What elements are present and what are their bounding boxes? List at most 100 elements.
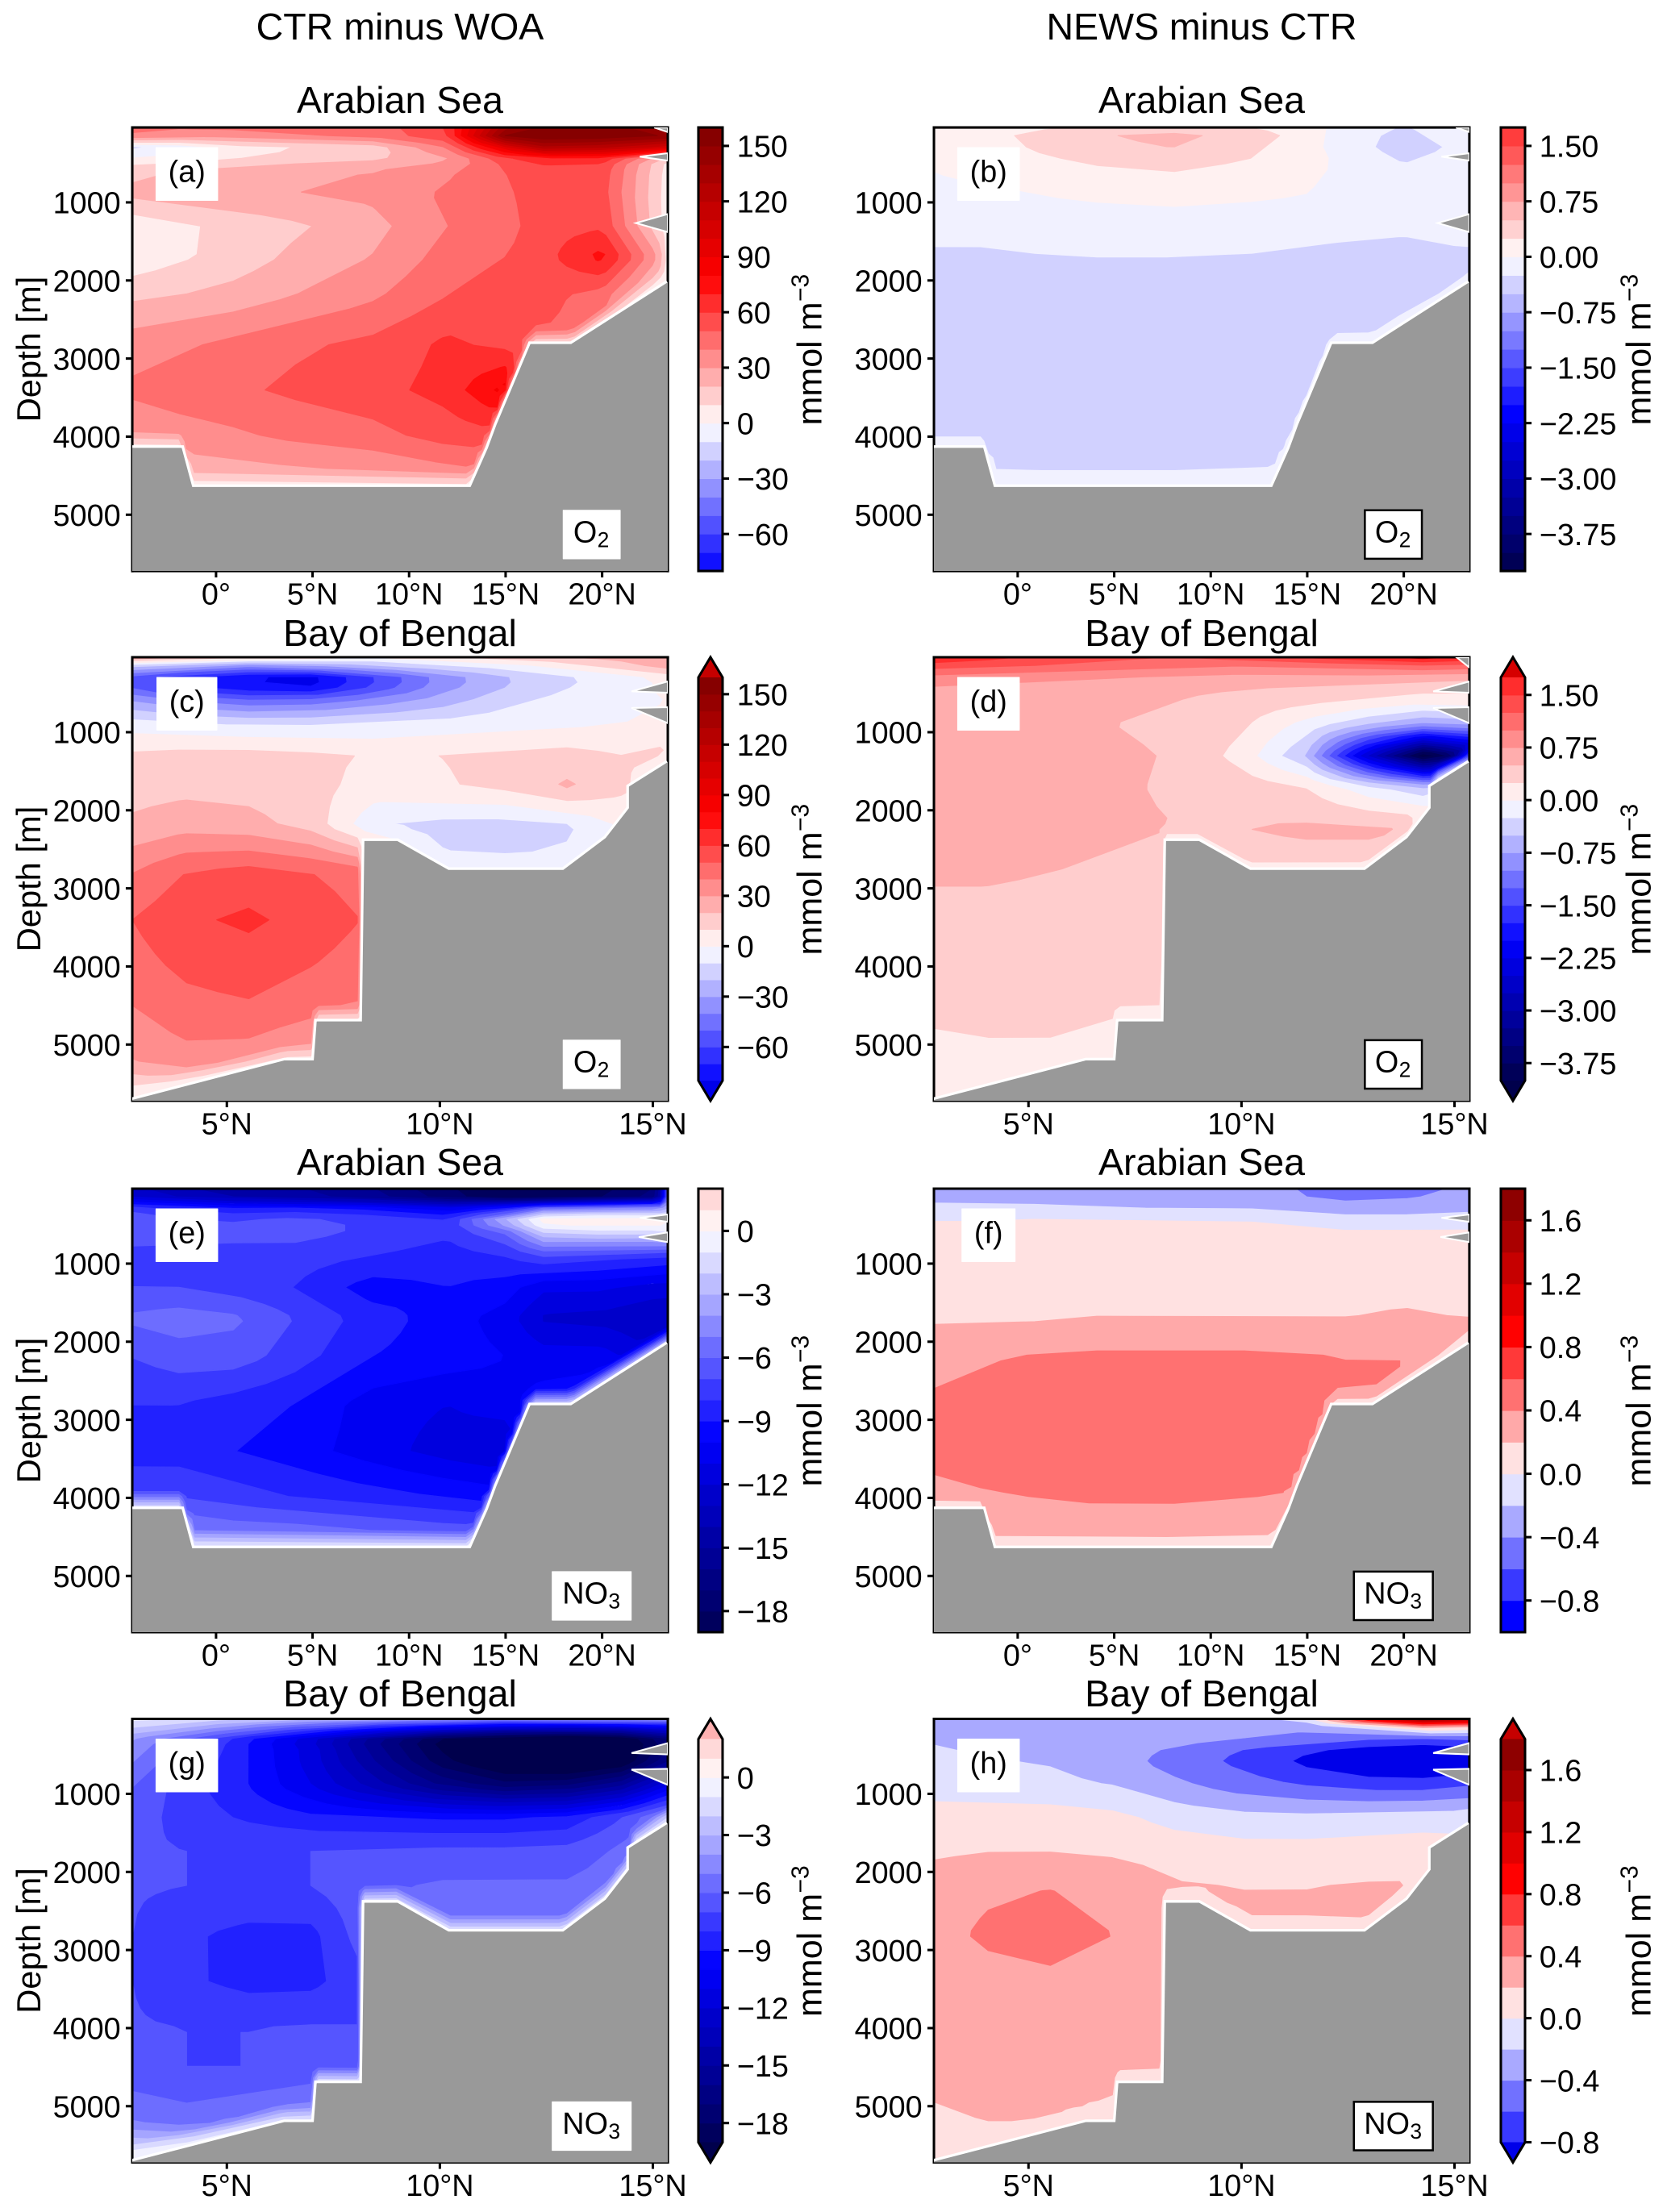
svg-text:1.2: 1.2 (1540, 1817, 1582, 1851)
svg-text:m m o l: m m o l m − 3 (1617, 804, 1659, 956)
svg-text:1000: 1000 (53, 1248, 121, 1282)
svg-text:10°N: 10°N (406, 2169, 473, 2203)
svg-text:−12: −12 (737, 1993, 789, 2027)
svg-text:4000: 4000 (53, 951, 121, 985)
svg-text:2000: 2000 (855, 1856, 923, 1890)
svg-text:150: 150 (737, 131, 788, 165)
svg-text:0.0: 0.0 (1540, 1458, 1582, 1492)
svg-text:5000: 5000 (855, 1560, 923, 1594)
svg-text:2000: 2000 (855, 265, 923, 298)
svg-text:4000: 4000 (855, 421, 923, 455)
svg-text:5000: 5000 (855, 2090, 923, 2124)
svg-text:−0.4: −0.4 (1540, 1522, 1600, 1556)
svg-text:10°N: 10°N (1177, 1639, 1244, 1673)
svg-text:2000: 2000 (53, 265, 121, 298)
svg-text:m m o l: m m o l m − 3 (788, 274, 830, 426)
svg-text:0: 0 (737, 1762, 754, 1796)
svg-text:15°N: 15°N (619, 2169, 686, 2203)
svg-text:m m o l: m m o l m − 3 (1617, 1335, 1659, 1487)
svg-text:1000: 1000 (53, 717, 121, 751)
svg-text:10°N: 10°N (1177, 578, 1244, 612)
svg-text:4000: 4000 (855, 1482, 923, 1516)
svg-text:−15: −15 (737, 2050, 789, 2084)
svg-text:1000: 1000 (855, 717, 923, 751)
svg-text:CTR minus WOA: CTR minus WOA (256, 6, 544, 48)
svg-text:N O 3: N O 3 (562, 2107, 620, 2143)
svg-text:1.6: 1.6 (1540, 1205, 1582, 1239)
svg-text:10°N: 10°N (1207, 1108, 1275, 1142)
svg-text:Bay of Bengal: Bay of Bengal (1085, 1673, 1319, 1714)
svg-text:4000: 4000 (855, 2013, 923, 2047)
svg-text:5000: 5000 (855, 499, 923, 533)
svg-text:1.50: 1.50 (1540, 131, 1599, 165)
svg-text:1.6: 1.6 (1540, 1755, 1582, 1789)
svg-text:O 2: O 2 (1375, 515, 1411, 552)
svg-text:−1.50: −1.50 (1540, 352, 1617, 386)
svg-text:NEWS minus CTR: NEWS minus CTR (1046, 6, 1357, 48)
svg-text:5000: 5000 (855, 1029, 923, 1063)
svg-text:m m o l: m m o l m − 3 (788, 1335, 830, 1487)
svg-text:3000: 3000 (855, 1935, 923, 1968)
svg-text:−30: −30 (737, 981, 789, 1015)
svg-text:4000: 4000 (53, 1482, 121, 1516)
svg-text:2000: 2000 (53, 1856, 121, 1890)
svg-text:1.50: 1.50 (1540, 679, 1599, 713)
svg-text:60: 60 (737, 830, 771, 864)
svg-text:Depth [m]: Depth [m] (10, 1338, 48, 1484)
svg-text:0.75: 0.75 (1540, 732, 1599, 766)
svg-text:5°N: 5°N (1003, 1108, 1054, 1142)
svg-text:−2.25: −2.25 (1540, 943, 1617, 977)
svg-text:0°: 0° (1003, 578, 1032, 612)
svg-text:N O 3: N O 3 (562, 1577, 620, 1613)
svg-text:15°N: 15°N (1273, 578, 1341, 612)
svg-text:5°N: 5°N (287, 578, 338, 612)
svg-text:3000: 3000 (855, 873, 923, 906)
svg-text:−3.00: −3.00 (1540, 463, 1617, 497)
svg-text:0: 0 (737, 931, 754, 964)
svg-text:20°N: 20°N (568, 578, 636, 612)
svg-text:20°N: 20°N (1369, 1639, 1437, 1673)
svg-text:5°N: 5°N (202, 2169, 252, 2203)
svg-text:0.00: 0.00 (1540, 241, 1599, 275)
svg-text:m m o l: m m o l m − 3 (1617, 274, 1659, 426)
svg-text:(g): (g) (169, 1747, 206, 1781)
svg-text:5°N: 5°N (287, 1639, 338, 1673)
svg-text:1000: 1000 (855, 1248, 923, 1282)
svg-text:−9: −9 (737, 1406, 772, 1439)
svg-text:5000: 5000 (53, 1560, 121, 1594)
svg-text:Bay of Bengal: Bay of Bengal (283, 1673, 517, 1714)
svg-text:(f): (f) (974, 1217, 1003, 1251)
svg-text:−18: −18 (737, 2107, 789, 2141)
svg-text:−3.75: −3.75 (1540, 1048, 1617, 1081)
svg-text:−3.75: −3.75 (1540, 519, 1617, 552)
svg-text:−9: −9 (737, 1935, 772, 1968)
svg-text:15°N: 15°N (1273, 1639, 1341, 1673)
svg-text:m m o l: m m o l m − 3 (1617, 1865, 1659, 2017)
svg-text:1000: 1000 (53, 1778, 121, 1812)
svg-text:−0.75: −0.75 (1540, 297, 1617, 331)
svg-text:O 2: O 2 (573, 515, 610, 552)
svg-text:5°N: 5°N (202, 1108, 252, 1142)
svg-text:−0.8: −0.8 (1540, 1585, 1600, 1618)
svg-text:3000: 3000 (53, 873, 121, 906)
svg-text:(c): (c) (169, 685, 205, 719)
svg-text:−60: −60 (737, 1031, 789, 1065)
svg-text:−1.50: −1.50 (1540, 889, 1617, 923)
svg-text:(h): (h) (970, 1747, 1007, 1781)
svg-text:15°N: 15°N (472, 1639, 540, 1673)
svg-text:−30: −30 (737, 463, 789, 497)
svg-text:90: 90 (737, 780, 771, 814)
svg-text:−0.75: −0.75 (1540, 837, 1617, 871)
svg-text:15°N: 15°N (1420, 2169, 1488, 2203)
svg-text:2000: 2000 (53, 794, 121, 828)
svg-text:4000: 4000 (855, 951, 923, 985)
svg-text:−15: −15 (737, 1532, 789, 1566)
svg-text:1000: 1000 (53, 187, 121, 221)
svg-text:3000: 3000 (855, 1404, 923, 1438)
svg-text:N O 3: N O 3 (1364, 2107, 1422, 2143)
svg-text:2000: 2000 (855, 1326, 923, 1360)
svg-text:−2.25: −2.25 (1540, 407, 1617, 441)
svg-text:0.0: 0.0 (1540, 2002, 1582, 2036)
svg-text:N O 3: N O 3 (1364, 1577, 1422, 1613)
svg-text:15°N: 15°N (1420, 1108, 1488, 1142)
